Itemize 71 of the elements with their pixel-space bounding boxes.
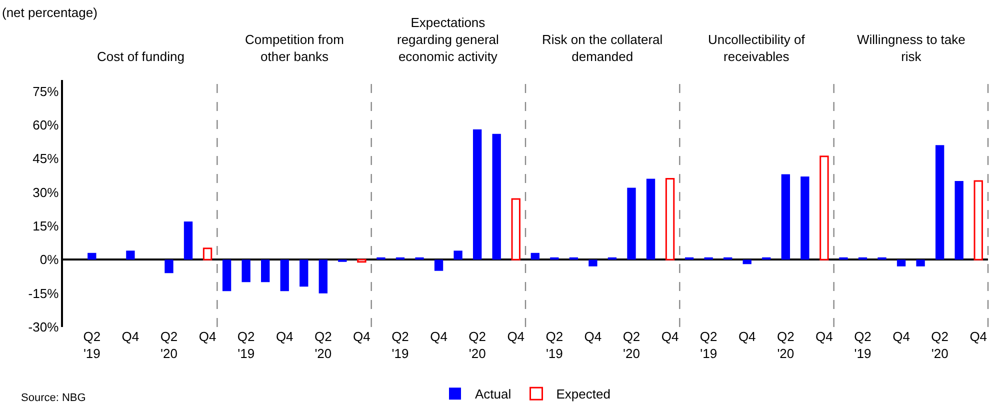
y-tick-label: 15% — [32, 218, 60, 234]
bar — [742, 260, 752, 264]
bar — [164, 260, 174, 274]
bar — [954, 181, 964, 260]
chart-title: Willingness to take risk — [857, 32, 966, 64]
x-tick-label: Q4 — [353, 329, 370, 344]
bar — [184, 221, 193, 260]
x-tick-label: Q2 '20 — [314, 329, 332, 361]
x-tick-label: Q4 — [892, 329, 910, 344]
x-tick-label: Q2 '19 — [854, 329, 872, 361]
source-note: Source: NBG — [21, 392, 86, 404]
bar — [896, 260, 906, 266]
x-tick-label: Q4 — [970, 329, 988, 344]
chart-title: Competition from other banks — [245, 32, 344, 64]
x-tick-label: Q4 — [738, 329, 756, 344]
legend-label: Actual — [475, 386, 512, 402]
x-tick-label: Q4 — [507, 329, 525, 344]
bar — [974, 180, 983, 260]
x-tick-label: Q4 — [198, 329, 216, 344]
bar — [781, 174, 790, 260]
x-tick-label: Q2 '19 — [237, 329, 255, 361]
bar — [88, 252, 96, 260]
chart-title: Risk on the collateral demanded — [542, 32, 663, 64]
x-tick-label: Q2 '20 — [160, 329, 178, 361]
x-tick-label: Q2 '19 — [546, 329, 564, 361]
x-tick-label: Q2 '19 — [700, 329, 718, 361]
bar — [126, 250, 135, 260]
bar — [839, 257, 848, 260]
bar — [916, 260, 925, 266]
chart-title: Expectations regarding general economic activity — [397, 15, 500, 64]
bar — [511, 198, 520, 260]
bar — [665, 178, 675, 260]
bar — [935, 145, 944, 260]
y-tick-label: 75% — [32, 84, 60, 99]
bar — [530, 252, 540, 260]
bar — [415, 257, 424, 260]
bar — [800, 176, 810, 260]
bar — [202, 248, 212, 260]
x-tick-label: Q2 '20 — [776, 329, 794, 361]
legend-label: Expected — [556, 386, 610, 402]
x-tick-label: Q2 '20 — [931, 329, 948, 361]
y-tick-label: 45% — [32, 151, 60, 166]
y-tick-label: 60% — [32, 117, 60, 132]
x-tick-label: Q2 '20 — [468, 329, 486, 361]
bar — [704, 257, 713, 260]
bar — [376, 257, 386, 260]
bar — [878, 257, 886, 260]
y-tick-label: -15% — [28, 286, 60, 301]
chart-title: Cost of funding — [97, 49, 184, 64]
bar — [820, 156, 829, 260]
x-tick-label: Q4 — [661, 329, 679, 344]
bar — [434, 260, 444, 271]
bar — [454, 250, 462, 260]
x-tick-label: Q4 — [816, 329, 833, 344]
x-tick-label: Q4 — [122, 329, 140, 344]
bar — [588, 260, 598, 266]
chart-title: Uncollectibility of receivables — [708, 32, 806, 64]
bar — [472, 129, 482, 260]
bar — [492, 134, 501, 260]
y-tick-label: 0% — [40, 252, 60, 268]
bar — [627, 188, 636, 260]
bar — [646, 178, 656, 260]
x-tick-label: Q2 '20 — [622, 329, 640, 361]
chart-subtitle: (net percentage) — [2, 5, 98, 20]
x-tick-label: Q4 — [584, 329, 602, 344]
y-tick-label: 30% — [32, 184, 60, 200]
y-tick-label: -30% — [28, 320, 60, 335]
x-tick-label: Q2 '19 — [83, 329, 101, 361]
x-tick-label: Q4 — [430, 329, 448, 344]
x-tick-label: Q2 '19 — [392, 329, 409, 361]
x-tick-label: Q4 — [276, 329, 294, 344]
